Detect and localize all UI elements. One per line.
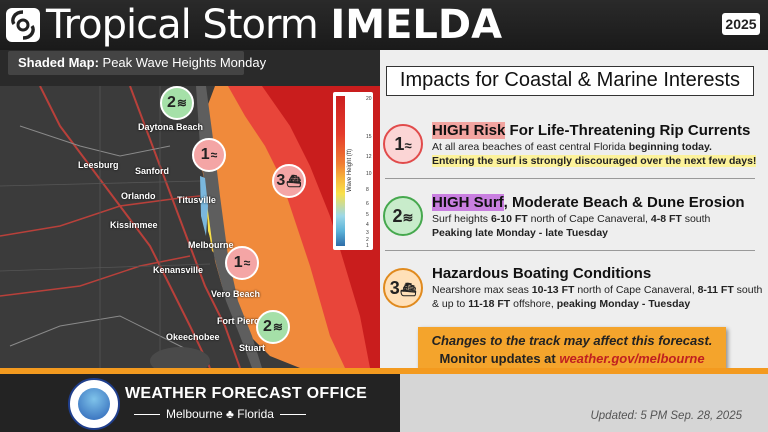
city-label: Daytona Beach	[138, 122, 204, 132]
legend-tick: 8	[366, 187, 369, 193]
legend-tick: 20	[366, 96, 372, 102]
impact-1-heading: HIGH Risk For Life-Threatening Rip Curre…	[432, 122, 751, 139]
city-label: Orlando	[121, 191, 156, 201]
wave-icon: ≋	[402, 210, 414, 225]
map-marker-high: 1≈	[192, 138, 226, 172]
panel-title: Impacts for Coastal & Marine Interests	[386, 66, 754, 96]
updated-timestamp: Updated: 5 PM Sep. 28, 2025	[590, 410, 742, 422]
swimmer-icon: ≈	[404, 138, 412, 153]
legend-tick: 10	[366, 171, 372, 177]
legend-tick: 12	[366, 154, 372, 160]
legend-tick: 5	[366, 212, 369, 218]
legend-tick: 2	[366, 237, 369, 243]
legend-tick: 6	[366, 201, 369, 207]
nws-logo-emblem	[78, 388, 110, 420]
header-bar: Tropical Storm IMELDA 2025	[0, 0, 768, 50]
forecast-notice: Changes to the track may affect this for…	[418, 327, 726, 375]
wave-icon: ≋	[176, 96, 187, 110]
risk-level-badge: HIGH Surf	[432, 194, 504, 211]
legend-tick: 3	[366, 230, 369, 236]
footer-left	[0, 374, 400, 432]
city-label: Titusville	[177, 195, 216, 205]
map-marker-moderate: 2≋	[160, 86, 194, 120]
title-storm-type: Tropical Storm	[46, 2, 319, 48]
hurricane-icon	[6, 8, 40, 42]
map-graphic	[0, 86, 380, 368]
map-label-bold: Shaded Map:	[18, 55, 99, 70]
map-marker-boating: 3⛴	[272, 164, 306, 198]
notice-line1: Changes to the track may affect this for…	[431, 333, 713, 348]
palm-tree-icon: ♣	[226, 407, 234, 421]
wave-height-map: Wave Height (ft) 20 15 12 10 8 6 5 4 3 2…	[0, 86, 380, 368]
impact-1-line2: Entering the surf is strongly discourage…	[432, 155, 757, 167]
city-label: Fort Pierce	[217, 316, 265, 326]
impact-1-line1: At all area beaches of east central Flor…	[432, 141, 712, 153]
title-storm-name: IMELDA	[330, 2, 503, 48]
swimmer-icon: ≈	[210, 148, 218, 162]
risk-level-badge: HIGH Risk	[432, 122, 506, 139]
website-link[interactable]: weather.gov/melbourne	[559, 351, 705, 366]
divider	[385, 250, 755, 251]
legend-title: Wave Height (ft)	[347, 148, 353, 192]
impact-2-icon: 2≋	[383, 196, 423, 236]
map-marker-moderate: 2≋	[256, 310, 290, 344]
city-label: Leesburg	[78, 160, 119, 170]
office-location: Melbourne ♣ Florida	[128, 407, 312, 421]
legend-tick: 1	[366, 243, 369, 249]
impact-3-line1: Nearshore max seas 10-13 FT north of Cap…	[432, 284, 763, 296]
impact-3-heading: Hazardous Boating Conditions	[432, 265, 652, 282]
map-label-text: Peak Wave Heights Monday	[102, 55, 267, 70]
map-legend: Wave Height (ft) 20 15 12 10 8 6 5 4 3 2…	[333, 92, 373, 250]
notice-line2: Monitor updates at weather.gov/melbourne	[439, 351, 705, 366]
city-label: Kissimmee	[110, 220, 158, 230]
impact-2-heading: HIGH Surf, Moderate Beach & Dune Erosion	[432, 194, 745, 211]
impact-2-line2: Peaking late Monday - late Tuesday	[432, 227, 609, 239]
boat-icon: ⛴	[399, 282, 417, 297]
impact-3-icon: 3⛴	[383, 268, 423, 308]
impact-1-icon: 1≈	[383, 124, 423, 164]
divider	[385, 178, 755, 179]
office-title: WEATHER FORECAST OFFICE	[125, 385, 368, 402]
impact-2-line1: Surf heights 6-10 FT north of Cape Canav…	[432, 213, 711, 225]
legend-tick: 15	[366, 134, 372, 140]
impact-3-line2: & up to 11-18 FT offshore, peaking Monda…	[432, 298, 691, 310]
boat-icon: ⛴	[286, 174, 302, 188]
wave-icon: ≋	[272, 320, 283, 334]
city-label: Melbourne	[188, 240, 234, 250]
year-badge: 2025	[722, 13, 760, 35]
city-label: Vero Beach	[211, 289, 261, 299]
legend-ticks: 20 15 12 10 8 6 5 4 3 2 1	[366, 96, 374, 249]
legend-color-bar	[336, 96, 345, 246]
city-label: Okeechobee	[166, 332, 220, 342]
swimmer-icon: ≈	[243, 256, 251, 270]
nws-logo	[68, 378, 120, 430]
city-label: Stuart	[239, 343, 266, 353]
page-title: Tropical Storm IMELDA	[46, 2, 502, 48]
map-label: Shaded Map: Peak Wave Heights Monday	[8, 51, 266, 75]
footer-stripe	[0, 368, 768, 374]
map-marker-high: 1≈	[225, 246, 259, 280]
legend-tick: 4	[366, 222, 369, 228]
city-label: Kenansville	[153, 265, 204, 275]
footer-right	[400, 374, 768, 432]
city-label: Sanford	[135, 166, 170, 176]
